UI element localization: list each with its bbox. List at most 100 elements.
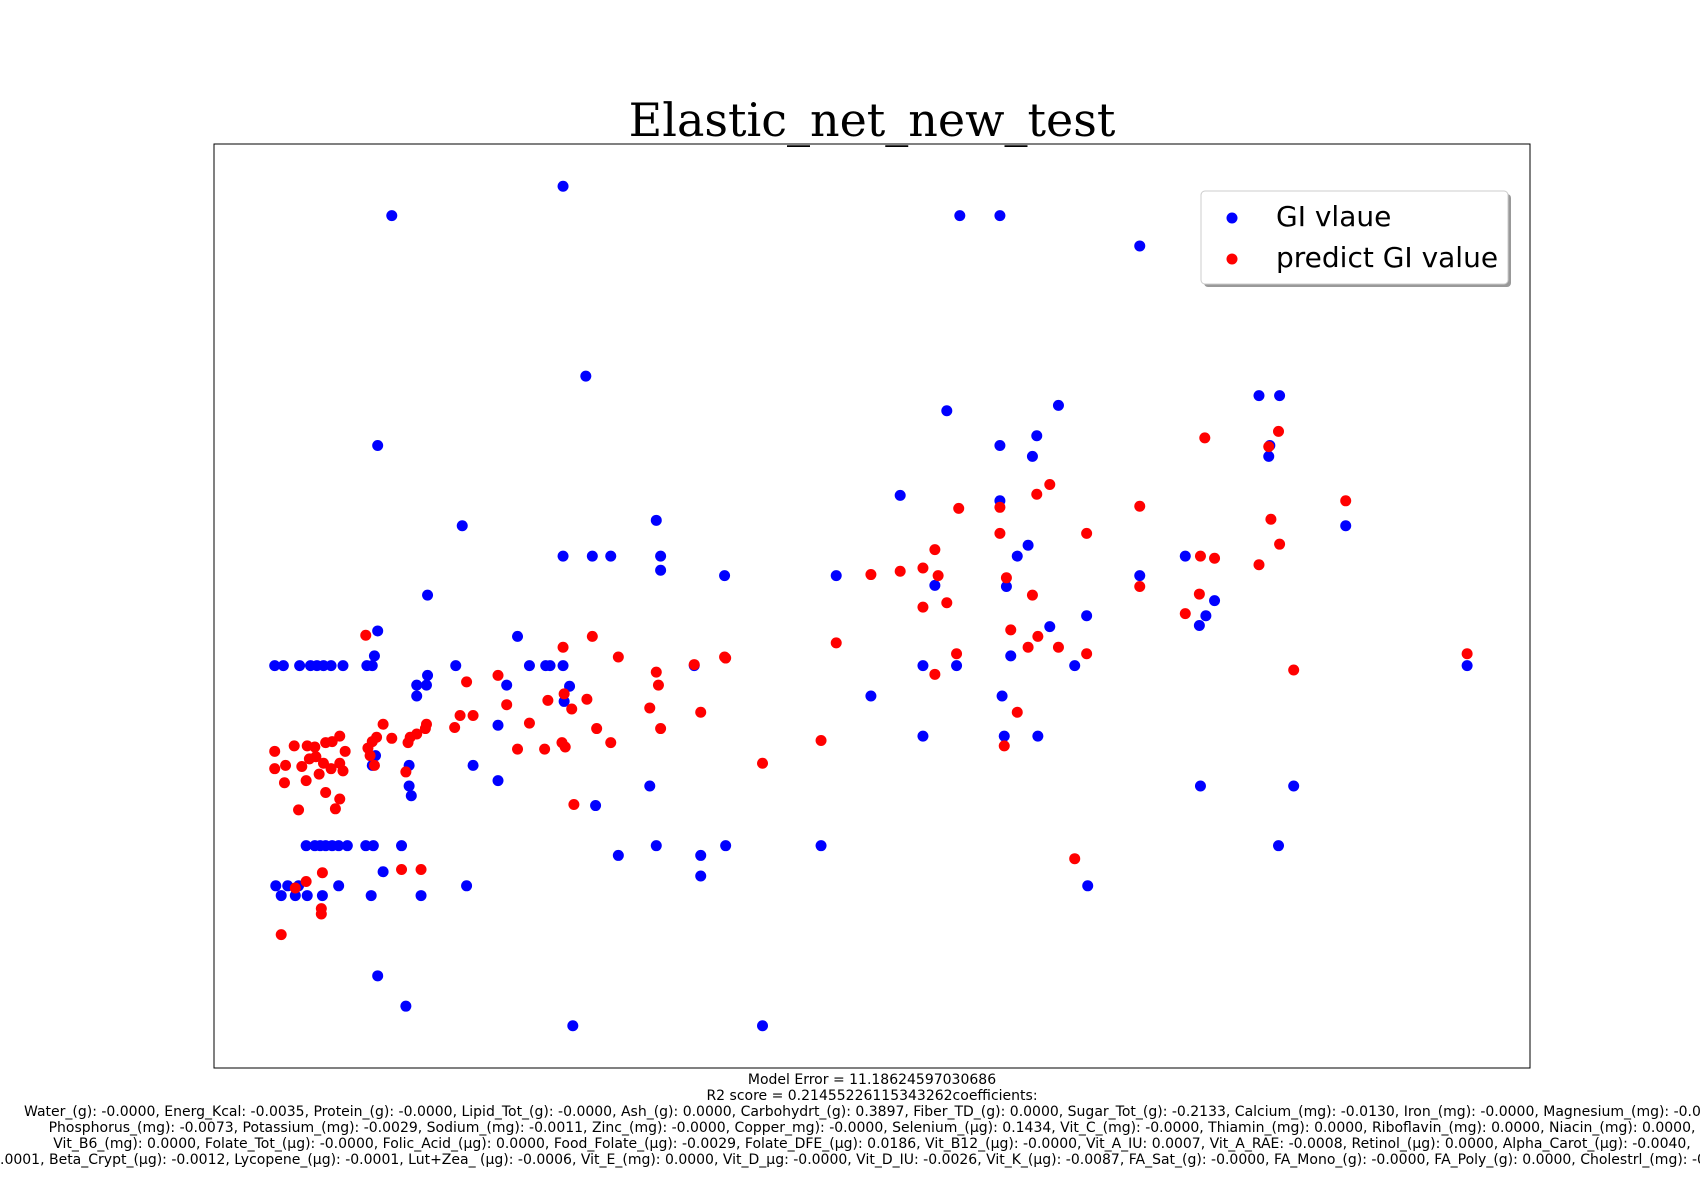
point bbox=[1340, 495, 1352, 507]
point bbox=[815, 840, 827, 852]
point bbox=[396, 864, 408, 876]
point bbox=[1082, 880, 1094, 892]
point bbox=[559, 741, 571, 753]
point bbox=[1044, 479, 1056, 491]
point bbox=[605, 737, 617, 749]
point bbox=[917, 730, 929, 742]
point bbox=[1200, 610, 1212, 622]
point bbox=[316, 867, 328, 879]
point bbox=[289, 882, 301, 894]
point bbox=[415, 890, 427, 902]
point bbox=[567, 1020, 579, 1032]
point bbox=[300, 875, 312, 887]
point bbox=[275, 890, 287, 902]
point bbox=[420, 679, 432, 691]
point bbox=[1265, 513, 1277, 525]
point bbox=[450, 660, 462, 672]
point bbox=[650, 514, 662, 526]
point bbox=[269, 745, 281, 757]
point bbox=[1044, 621, 1056, 633]
point bbox=[512, 630, 524, 642]
point bbox=[542, 694, 554, 706]
point bbox=[644, 702, 656, 714]
point bbox=[320, 787, 332, 799]
point bbox=[300, 840, 312, 852]
point bbox=[293, 804, 305, 816]
point bbox=[461, 880, 473, 892]
point bbox=[1052, 399, 1064, 411]
point bbox=[337, 660, 349, 672]
point bbox=[461, 676, 473, 688]
point bbox=[1461, 660, 1473, 672]
point bbox=[339, 745, 351, 757]
point bbox=[1340, 520, 1352, 532]
point bbox=[1209, 552, 1221, 564]
point bbox=[830, 570, 842, 582]
point bbox=[467, 759, 479, 771]
point bbox=[300, 775, 312, 787]
point bbox=[368, 759, 380, 771]
point bbox=[422, 589, 434, 601]
point bbox=[1193, 588, 1205, 600]
point bbox=[278, 777, 290, 789]
point bbox=[1011, 706, 1023, 718]
point bbox=[372, 625, 384, 637]
point bbox=[1000, 572, 1012, 584]
point bbox=[994, 501, 1006, 513]
point bbox=[644, 780, 656, 792]
point bbox=[994, 527, 1006, 539]
point bbox=[294, 660, 306, 672]
point bbox=[325, 763, 337, 775]
point bbox=[501, 699, 513, 711]
point bbox=[655, 723, 667, 735]
point bbox=[865, 569, 877, 581]
point bbox=[467, 710, 479, 722]
point bbox=[396, 840, 408, 852]
point bbox=[941, 597, 953, 609]
point bbox=[591, 723, 603, 735]
legend-label: GI vlaue bbox=[1276, 200, 1391, 233]
point bbox=[720, 652, 732, 664]
point bbox=[1193, 620, 1205, 632]
point bbox=[581, 693, 593, 705]
point bbox=[329, 803, 341, 815]
point bbox=[341, 840, 353, 852]
point bbox=[492, 719, 504, 731]
point bbox=[1005, 624, 1017, 636]
point bbox=[326, 736, 338, 748]
point bbox=[1069, 660, 1081, 672]
point bbox=[360, 629, 372, 641]
annotation: Model Error = 11.18624597030686 bbox=[748, 1072, 996, 1088]
annotation: R2 score = 0.21455226115343262coefficien… bbox=[706, 1088, 1037, 1104]
point bbox=[337, 765, 349, 777]
point bbox=[655, 550, 667, 562]
point bbox=[994, 210, 1006, 222]
legend-label: predict GI value bbox=[1276, 241, 1498, 274]
point bbox=[1288, 780, 1300, 792]
point bbox=[544, 660, 556, 672]
annotation: Vit_B6_(mg): 0.0000, Folate_Tot_(µg): -0… bbox=[53, 1136, 1691, 1152]
point bbox=[317, 757, 329, 769]
point bbox=[334, 793, 346, 805]
point bbox=[456, 520, 468, 532]
point bbox=[400, 1000, 412, 1012]
plot-frame bbox=[213, 143, 1531, 1069]
point bbox=[1274, 538, 1286, 550]
point bbox=[501, 679, 513, 691]
point bbox=[953, 502, 965, 514]
point bbox=[568, 798, 580, 810]
point bbox=[1288, 664, 1300, 676]
point bbox=[1134, 580, 1146, 592]
point bbox=[1194, 550, 1206, 562]
annotation: .0001, Beta_Crypt_(µg): -0.0012, Lycopen… bbox=[0, 1152, 1700, 1168]
point bbox=[917, 562, 929, 574]
point bbox=[1253, 559, 1265, 571]
point bbox=[269, 763, 281, 775]
point bbox=[557, 180, 569, 192]
point bbox=[1031, 430, 1043, 442]
legend-box bbox=[1200, 190, 1509, 285]
point bbox=[1273, 840, 1285, 852]
point bbox=[1069, 853, 1081, 865]
